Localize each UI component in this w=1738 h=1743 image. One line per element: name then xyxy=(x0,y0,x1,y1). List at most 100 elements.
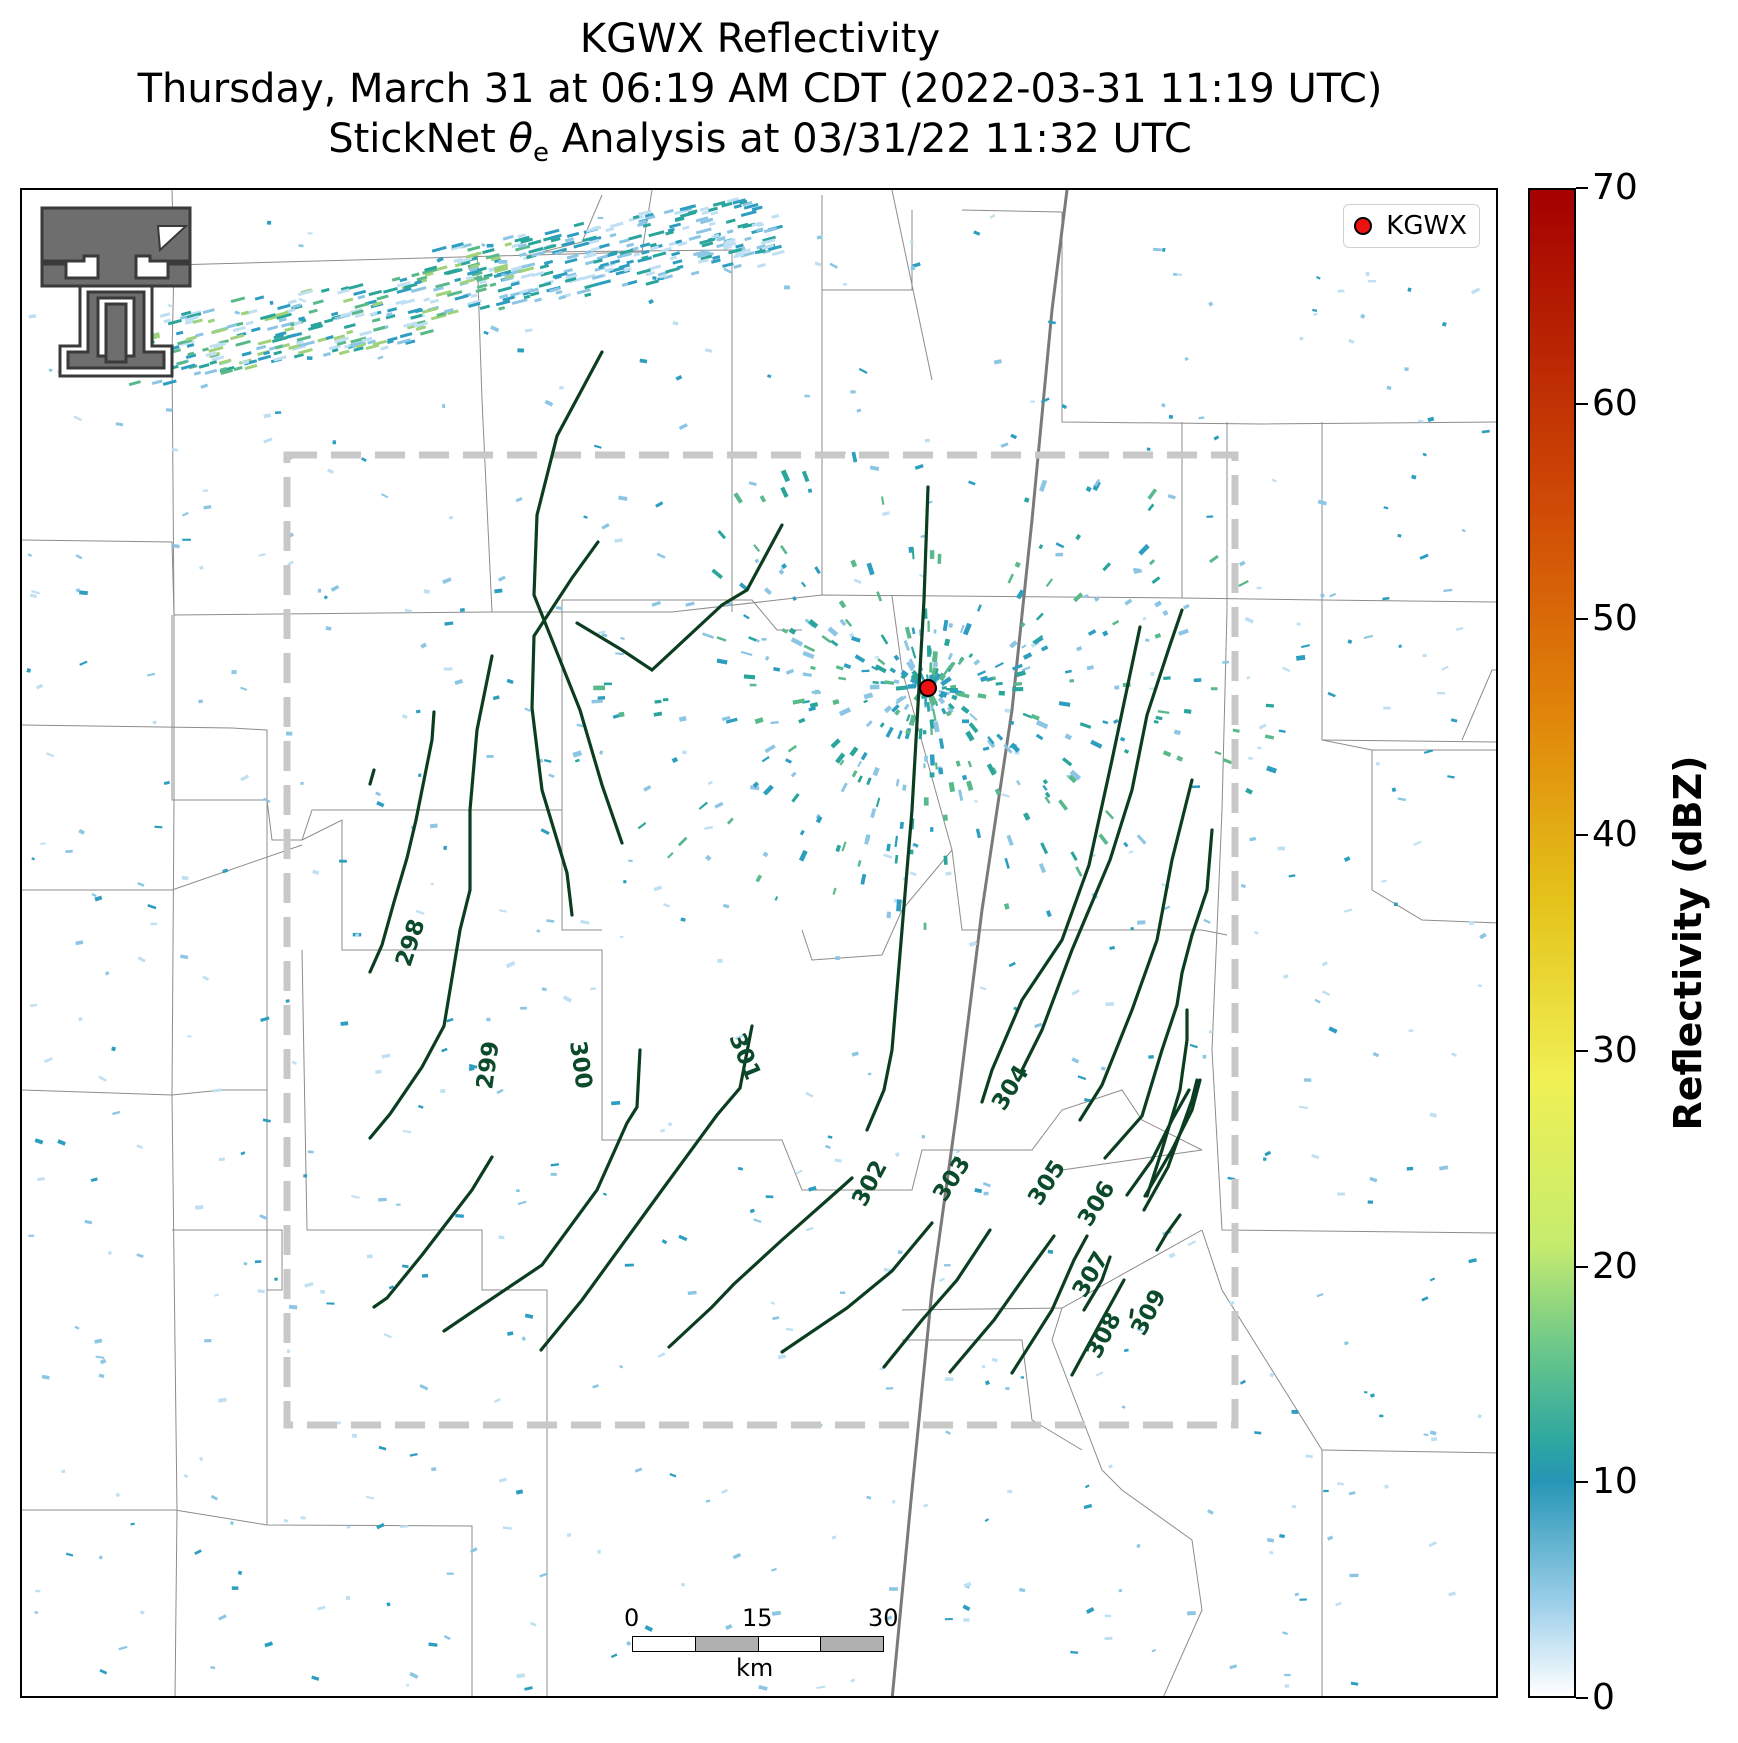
reflectivity-pixel xyxy=(662,697,669,702)
reflectivity-pixel xyxy=(1138,543,1150,556)
reflectivity-pixel xyxy=(963,1618,970,1622)
reflectivity-pixel xyxy=(548,287,560,293)
reflectivity-pixel xyxy=(336,340,347,346)
reflectivity-pixel xyxy=(152,720,157,725)
reflectivity-pixel xyxy=(740,210,757,218)
reflectivity-pixel xyxy=(1136,834,1147,845)
reflectivity-pixel xyxy=(881,511,890,517)
reflectivity-pixel xyxy=(947,702,955,710)
reflectivity-pixel xyxy=(566,253,579,260)
reflectivity-pixel xyxy=(229,1520,234,1526)
reflectivity-pixel xyxy=(1035,719,1049,730)
reflectivity-pixel xyxy=(645,279,660,286)
reflectivity-pixel xyxy=(154,825,163,829)
reflectivity-pixel xyxy=(708,221,716,227)
reflectivity-pixel xyxy=(701,217,714,224)
reflectivity-pixel xyxy=(264,315,278,322)
reflectivity-pixel xyxy=(671,251,681,257)
reflectivity-pixel xyxy=(609,221,624,229)
reflectivity-pixel xyxy=(1369,1176,1378,1183)
reflectivity-pixel xyxy=(564,277,577,283)
reflectivity-pixel xyxy=(675,239,683,244)
reflectivity-pixel xyxy=(1055,542,1065,549)
reflectivity-pixel xyxy=(678,715,687,722)
reflectivity-pixel xyxy=(1214,750,1222,756)
reflectivity-pixel xyxy=(548,773,555,778)
reflectivity-pixel xyxy=(1100,1066,1106,1071)
reflectivity-pixel xyxy=(929,772,935,778)
reflectivity-pixel xyxy=(695,216,709,223)
reflectivity-pixel xyxy=(1035,733,1044,741)
reflectivity-pixel xyxy=(383,1333,392,1339)
reflectivity-pixel xyxy=(1137,1328,1143,1332)
reflectivity-pixel xyxy=(618,263,631,270)
reflectivity-pixel xyxy=(497,575,506,582)
reflectivity-pixel xyxy=(955,1149,961,1154)
reflectivity-pixel xyxy=(185,335,197,342)
reflectivity-pixel xyxy=(829,262,839,269)
reflectivity-pixel xyxy=(299,340,315,348)
reflectivity-pixel xyxy=(623,267,632,273)
reflectivity-pixel xyxy=(296,335,312,342)
reflectivity-pixel xyxy=(521,262,536,269)
kgwx-radar-marker[interactable] xyxy=(919,679,937,697)
reflectivity-pixel xyxy=(809,701,819,708)
reflectivity-pixel xyxy=(528,246,544,254)
reflectivity-pixel xyxy=(932,709,937,722)
reflectivity-pixel xyxy=(546,919,555,923)
reflectivity-pixel xyxy=(944,1618,953,1621)
scale-tick-30: 30 xyxy=(868,1604,899,1632)
reflectivity-pixel xyxy=(827,626,839,637)
reflectivity-pixel xyxy=(1208,301,1214,307)
reflectivity-pixel xyxy=(185,353,197,359)
reflectivity-pixel xyxy=(881,496,885,505)
reflectivity-pixel xyxy=(1423,749,1434,754)
reflectivity-pixel xyxy=(835,844,842,853)
reflectivity-pixel xyxy=(468,1066,475,1072)
reflectivity-pixel xyxy=(340,1021,349,1026)
reflectivity-pixel xyxy=(284,326,295,332)
theta-e-contours xyxy=(368,350,1214,1377)
contour-304 xyxy=(882,1228,992,1369)
reflectivity-pixel xyxy=(1279,1533,1285,1539)
reflectivity-pixel xyxy=(1256,746,1262,750)
reflectivity-pixel xyxy=(726,229,734,234)
reflectivity-pixel xyxy=(1087,629,1097,636)
reflectivity-pixel xyxy=(492,695,500,701)
reflectivity-pixel xyxy=(867,1072,872,1076)
reflectivity-pixel xyxy=(454,679,464,686)
reflectivity-pixel xyxy=(1016,589,1025,600)
reflectivity-pixel xyxy=(1265,703,1274,708)
reflectivity-pixel xyxy=(853,578,862,584)
reflectivity-pixel xyxy=(1423,1433,1429,1437)
reflectivity-pixel xyxy=(159,312,171,318)
reflectivity-pixel xyxy=(1109,945,1116,951)
reflectivity-pixel xyxy=(1045,578,1054,587)
reflectivity-pixel xyxy=(605,251,618,258)
reflectivity-pixel xyxy=(443,845,447,851)
reflectivity-pixel xyxy=(244,359,258,366)
reflectivity-pixel xyxy=(1098,833,1109,846)
reflectivity-pixel xyxy=(644,212,654,218)
reflectivity-pixel xyxy=(838,707,852,717)
reflectivity-pixel xyxy=(700,254,713,261)
reflectivity-pixel xyxy=(870,808,877,819)
reflectivity-pixel xyxy=(1411,474,1417,480)
reflectivity-pixel xyxy=(660,246,672,253)
reflectivity-pixel xyxy=(351,309,364,316)
reflectivity-pixel xyxy=(646,214,656,220)
reflectivity-pixel xyxy=(722,262,734,268)
reflectivity-pixel xyxy=(725,717,738,724)
reflectivity-pixel xyxy=(995,681,1003,686)
reflectivity-pixel xyxy=(1187,1240,1197,1247)
reflectivity-pixel xyxy=(1104,1614,1112,1618)
contour-299 xyxy=(368,654,494,1140)
reflectivity-pixel xyxy=(861,669,870,673)
reflectivity-pixel xyxy=(539,1572,549,1578)
reflectivity-pixel xyxy=(1323,1489,1329,1493)
reflectivity-pixel xyxy=(538,281,552,288)
reflectivity-pixel xyxy=(843,663,852,670)
reflectivity-pixel xyxy=(198,699,204,704)
reflectivity-pixel xyxy=(869,684,880,690)
reflectivity-pixel xyxy=(465,251,482,259)
